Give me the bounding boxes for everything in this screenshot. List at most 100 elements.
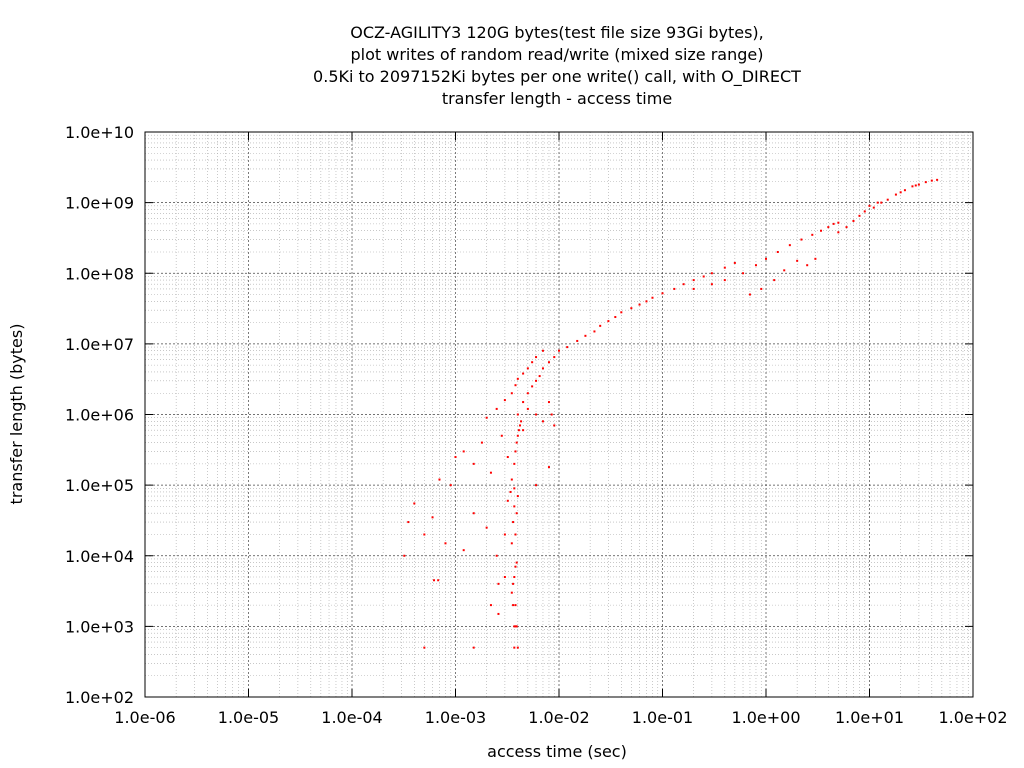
- data-point: [472, 646, 475, 649]
- data-point: [472, 462, 475, 465]
- data-point: [515, 512, 518, 515]
- data-point: [880, 201, 883, 204]
- data-point: [547, 466, 550, 469]
- data-point: [514, 625, 517, 628]
- x-tick-label: 1.0e-02: [528, 708, 589, 727]
- chart-title: OCZ-AGILITY3 120G bytes(test file size 9…: [313, 23, 801, 108]
- data-point: [535, 379, 538, 382]
- x-tick-label: 1.0e-05: [218, 708, 279, 727]
- data-point: [519, 424, 522, 427]
- title-line-2: plot writes of random read/write (mixed …: [351, 45, 764, 64]
- data-point: [454, 456, 457, 459]
- data-point: [444, 542, 447, 545]
- data-point: [407, 521, 410, 524]
- data-point: [924, 181, 927, 184]
- data-point: [760, 287, 763, 290]
- data-point: [485, 526, 488, 529]
- x-tick-label: 1.0e+00: [731, 708, 800, 727]
- data-point: [599, 324, 602, 327]
- data-point: [832, 222, 835, 225]
- data-point: [661, 292, 664, 295]
- data-point: [593, 330, 596, 333]
- data-point: [485, 416, 488, 419]
- data-point: [449, 484, 452, 487]
- data-point: [584, 334, 587, 337]
- data-point: [776, 250, 779, 253]
- data-point: [513, 487, 516, 490]
- data-point: [917, 183, 920, 186]
- data-point: [702, 275, 705, 278]
- data-point: [754, 264, 757, 267]
- data-point: [558, 349, 560, 352]
- y-tick-label: 1.0e+04: [65, 547, 134, 566]
- data-point: [788, 244, 791, 247]
- data-point: [526, 367, 529, 370]
- x-tick-label: 1.0e-04: [321, 708, 382, 727]
- data-point: [489, 604, 492, 607]
- data-point: [423, 646, 426, 649]
- data-point: [480, 441, 483, 444]
- data-point: [531, 385, 534, 388]
- data-point: [692, 287, 695, 290]
- data-point: [914, 184, 917, 187]
- data-point: [522, 401, 525, 404]
- data-point: [510, 392, 513, 395]
- data-point: [431, 516, 434, 519]
- data-point: [692, 279, 695, 282]
- data-point: [852, 219, 855, 222]
- y-tick-label: 1.0e+06: [65, 406, 134, 425]
- y-tick-label: 1.0e+03: [65, 617, 134, 636]
- data-point: [520, 420, 523, 423]
- data-point: [535, 484, 538, 487]
- data-point: [514, 384, 517, 387]
- data-point: [517, 429, 520, 432]
- data-point: [899, 191, 902, 194]
- data-point: [894, 193, 897, 196]
- data-point: [630, 307, 633, 310]
- data-point: [553, 356, 556, 359]
- data-point: [820, 229, 823, 232]
- data-point: [903, 189, 906, 192]
- data-point: [607, 320, 610, 323]
- data-point: [512, 582, 515, 585]
- data-point: [806, 264, 809, 267]
- data-point: [516, 495, 519, 498]
- data-point: [911, 185, 914, 188]
- data-point: [526, 407, 529, 410]
- x-tick-label: 1.0e-03: [425, 708, 486, 727]
- data-point: [531, 361, 534, 364]
- y-tick-label: 1.0e+09: [65, 194, 134, 213]
- data-point: [472, 512, 475, 515]
- data-point: [513, 625, 516, 628]
- data-point: [512, 604, 515, 607]
- data-point: [515, 625, 518, 628]
- title-line-4: transfer length - access time: [442, 89, 672, 108]
- data-point: [673, 287, 676, 290]
- data-point: [503, 533, 506, 536]
- title-line-1: OCZ-AGILITY3 120G bytes(test file size 9…: [350, 23, 764, 42]
- data-point: [733, 261, 736, 264]
- data-point: [506, 499, 509, 502]
- data-point: [620, 311, 623, 314]
- data-point: [513, 576, 516, 579]
- data-point: [796, 259, 799, 262]
- data-point: [489, 471, 492, 474]
- data-point: [522, 429, 525, 432]
- y-tick-label: 1.0e+05: [65, 476, 134, 495]
- data-point: [495, 554, 498, 557]
- data-point: [495, 407, 498, 410]
- data-point: [811, 233, 814, 236]
- data-point: [783, 269, 786, 272]
- data-point: [510, 478, 513, 481]
- data-point: [541, 367, 544, 370]
- y-tick-label: 1.0e+10: [65, 123, 134, 142]
- y-tick-label: 1.0e+07: [65, 335, 134, 354]
- data-point: [858, 214, 861, 217]
- data-point: [506, 456, 509, 459]
- scatter-points: [403, 178, 939, 649]
- data-point: [742, 272, 745, 275]
- data-point: [513, 646, 516, 649]
- data-point: [497, 582, 500, 585]
- data-point: [814, 257, 817, 260]
